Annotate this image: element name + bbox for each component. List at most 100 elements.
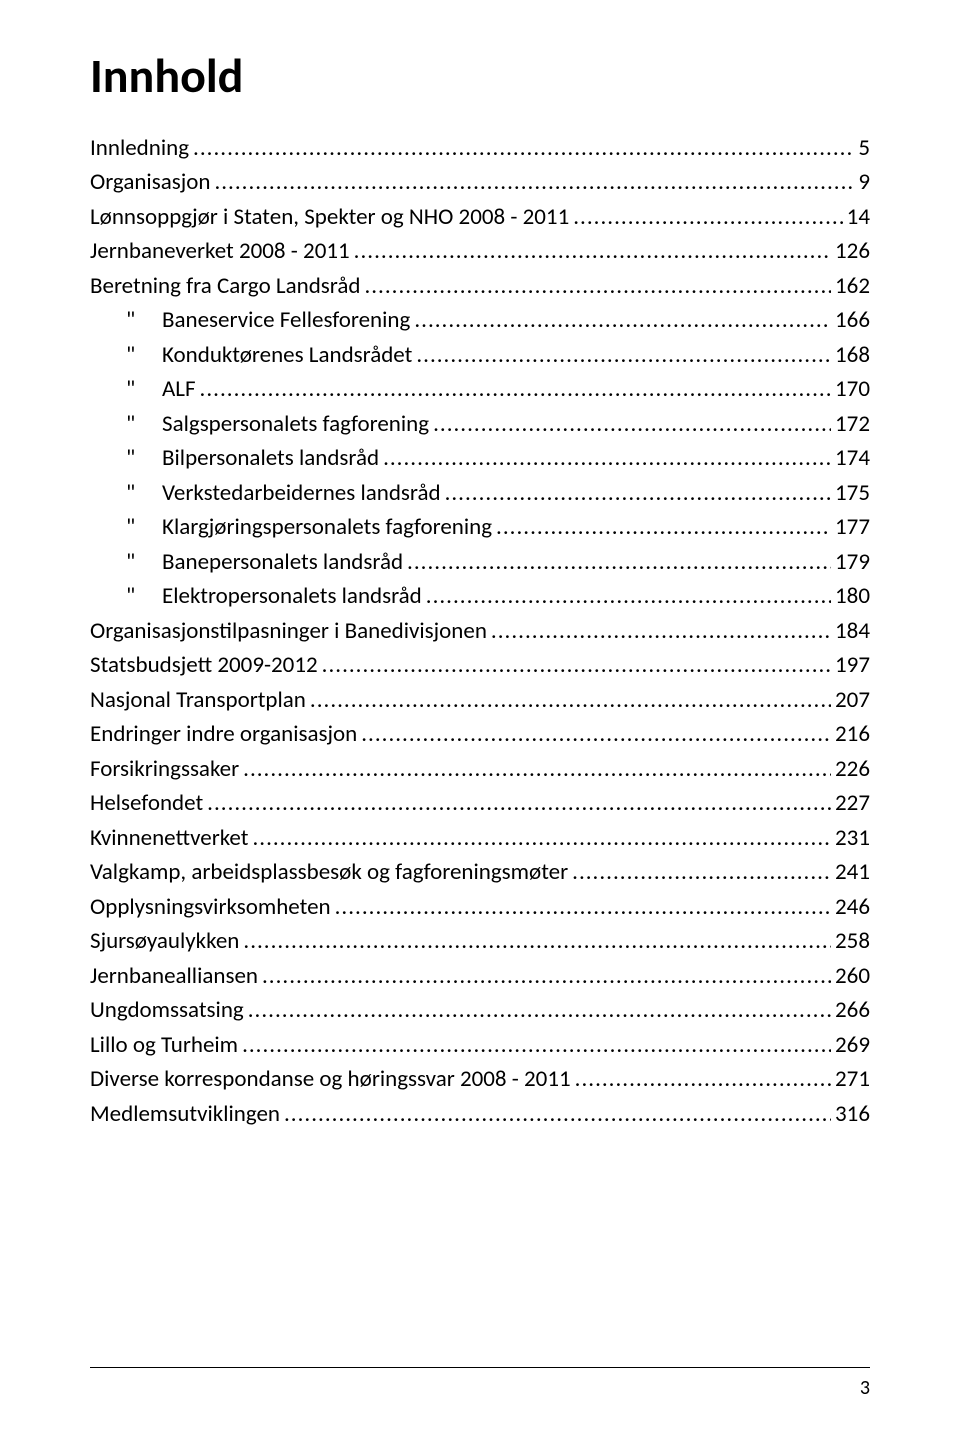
toc-leader-dots (322, 648, 831, 683)
toc-entry: Innledning5 (90, 131, 870, 166)
toc-entry-label: Diverse korrespondanse og høringssvar 20… (90, 1062, 571, 1097)
toc-entry: Valgkamp, arbeidsplassbesøk og fagforeni… (90, 855, 870, 890)
toc-entry: "Konduktørenes Landsrådet168 (90, 338, 870, 373)
toc-leader-dots (284, 1097, 831, 1132)
toc-entry-label: "Banepersonalets landsråd (126, 545, 403, 580)
ditto-mark: " (126, 338, 162, 373)
ditto-mark: " (126, 441, 162, 476)
toc-entry-page: 180 (835, 579, 870, 614)
toc-entry: Lillo og Turheim 269 (90, 1028, 870, 1063)
toc-entry: "Salgspersonalets fagforening172 (90, 407, 870, 442)
toc-entry: "Verkstedarbeidernes landsråd 175 (90, 476, 870, 511)
toc-entry-label: Opplysningsvirksomheten (90, 890, 331, 925)
toc-entry-page: 168 (835, 338, 870, 373)
toc-entry-page: 166 (835, 303, 870, 338)
toc-entry: Forsikringssaker226 (90, 752, 870, 787)
toc-leader-dots (573, 200, 842, 235)
toc-entry-page: 174 (835, 441, 870, 476)
toc-entry-page: 170 (835, 372, 870, 407)
toc-entry-page: 184 (835, 614, 870, 649)
toc-entry: "Baneservice Fellesforening166 (90, 303, 870, 338)
toc-leader-dots (243, 752, 831, 787)
toc-leader-dots (200, 372, 831, 407)
toc-entry-label: "Bilpersonalets landsråd (126, 441, 379, 476)
toc-leader-dots (193, 131, 854, 166)
toc-leader-dots (572, 855, 831, 890)
toc-entry-label: Lønnsoppgjør i Staten, Spekter og NHO 20… (90, 200, 569, 235)
toc-entry: "ALF 170 (90, 372, 870, 407)
toc-entry-label: Jernbaneverket 2008 - 2011 (90, 234, 350, 269)
toc-leader-dots (383, 441, 831, 476)
toc-leader-dots (262, 959, 831, 994)
toc-entry: Kvinnenettverket 231 (90, 821, 870, 856)
toc-entry-page: 216 (835, 717, 870, 752)
toc-leader-dots (445, 476, 831, 511)
toc-leader-dots (426, 579, 831, 614)
toc-entry-label: "Elektropersonalets landsråd (126, 579, 422, 614)
toc-leader-dots (242, 1028, 831, 1063)
toc-leader-dots (407, 545, 831, 580)
toc-entry-label: "Klargjøringspersonalets fagforening (126, 510, 492, 545)
toc-entry-page: 271 (835, 1062, 870, 1097)
toc-leader-dots (335, 890, 831, 925)
toc-entry-page: 175 (835, 476, 870, 511)
toc-entry-label: Medlemsutviklingen (90, 1097, 280, 1132)
toc-entry-label: Nasjonal Transportplan (90, 683, 306, 718)
toc-entry-page: 231 (835, 821, 870, 856)
toc-entry-label: Ungdomssatsing (90, 993, 244, 1028)
toc-leader-dots (433, 407, 831, 442)
toc-entry-label: Beretning fra Cargo Landsråd (90, 269, 360, 304)
toc-entry: Organisasjonstilpasninger i Banedivisjon… (90, 614, 870, 649)
toc-entry: "Klargjøringspersonalets fagforening 177 (90, 510, 870, 545)
toc-entry-page: 226 (835, 752, 870, 787)
ditto-mark: " (126, 372, 162, 407)
toc-entry: Statsbudsjett 2009-2012197 (90, 648, 870, 683)
ditto-mark: " (126, 407, 162, 442)
ditto-mark: " (126, 303, 162, 338)
toc-entry-page: 172 (835, 407, 870, 442)
toc-leader-dots (214, 165, 854, 200)
toc-entry: Opplysningsvirksomheten246 (90, 890, 870, 925)
toc-entry-page: 179 (835, 545, 870, 580)
toc-entry-label: "Verkstedarbeidernes landsråd (126, 476, 441, 511)
toc-entry-label: Valgkamp, arbeidsplassbesøk og fagforeni… (90, 855, 568, 890)
toc-entry: Jernbaneverket 2008 - 2011126 (90, 234, 870, 269)
toc-entry: "Bilpersonalets landsråd 174 (90, 441, 870, 476)
table-of-contents: Innledning5Organisasjon9Lønnsoppgjør i S… (90, 131, 870, 1132)
toc-entry-page: 258 (835, 924, 870, 959)
toc-leader-dots (361, 717, 831, 752)
toc-entry-label: Endringer indre organisasjon (90, 717, 357, 752)
toc-entry: Beretning fra Cargo Landsråd162 (90, 269, 870, 304)
toc-leader-dots (310, 683, 831, 718)
toc-entry: Diverse korrespondanse og høringssvar 20… (90, 1062, 870, 1097)
toc-entry: Nasjonal Transportplan207 (90, 683, 870, 718)
toc-leader-dots (252, 821, 831, 856)
ditto-mark: " (126, 510, 162, 545)
toc-entry: Helsefondet 227 (90, 786, 870, 821)
toc-entry-page: 269 (835, 1028, 870, 1063)
toc-entry-label: Kvinnenettverket (90, 821, 248, 856)
toc-entry: Ungdomssatsing266 (90, 993, 870, 1028)
toc-entry-page: 197 (835, 648, 870, 683)
ditto-mark: " (126, 545, 162, 580)
page-title: Innhold (90, 50, 870, 103)
toc-entry-page: 227 (835, 786, 870, 821)
toc-entry-page: 177 (835, 510, 870, 545)
toc-entry: Lønnsoppgjør i Staten, Spekter og NHO 20… (90, 200, 870, 235)
toc-leader-dots (243, 924, 831, 959)
toc-leader-dots (416, 338, 831, 373)
footer-rule (90, 1367, 870, 1368)
toc-leader-dots (207, 786, 831, 821)
toc-entry-label: Organisasjonstilpasninger i Banedivisjon… (90, 614, 487, 649)
toc-leader-dots (414, 303, 831, 338)
toc-leader-dots (364, 269, 831, 304)
toc-entry: Sjursøyaulykken258 (90, 924, 870, 959)
toc-entry-label: Lillo og Turheim (90, 1028, 238, 1063)
toc-entry: Medlemsutviklingen316 (90, 1097, 870, 1132)
toc-entry-label: "ALF (126, 372, 196, 407)
toc-leader-dots (491, 614, 831, 649)
toc-entry-label: Helsefondet (90, 786, 203, 821)
toc-entry-page: 9 (858, 165, 870, 200)
toc-entry: "Banepersonalets landsråd 179 (90, 545, 870, 580)
toc-leader-dots (248, 993, 831, 1028)
